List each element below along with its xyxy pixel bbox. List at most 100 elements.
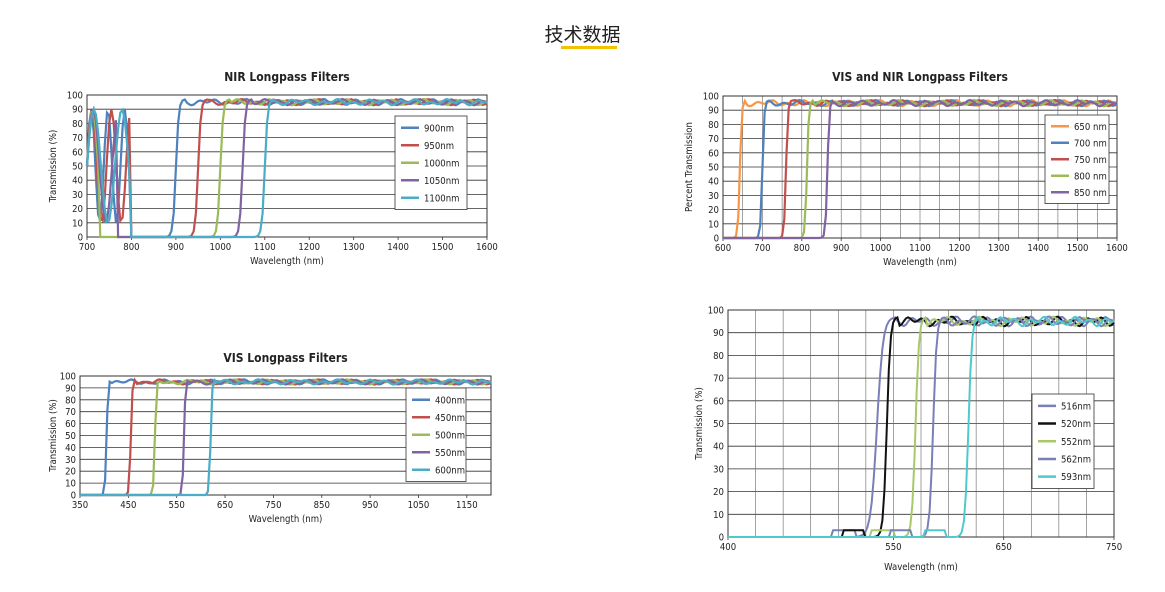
x-tick-label: 400 [720, 542, 736, 553]
series-line [80, 378, 492, 497]
chart-title: VIS and NIR Longpass Filters [832, 70, 1008, 84]
series-line [85, 97, 488, 239]
x-axis-label: Wavelength (nm) [883, 257, 957, 268]
y-tick-label: 100 [703, 92, 719, 103]
x-tick-label: 1600 [1106, 243, 1128, 254]
y-tick-label: 50 [708, 163, 719, 174]
legend-label: 750 nm [1074, 155, 1107, 166]
x-tick-label: 650 [217, 500, 233, 511]
legend-label: 500nm [435, 430, 465, 441]
x-tick-label: 1000 [870, 243, 892, 254]
y-tick-label: 70 [65, 407, 76, 418]
y-tick-label: 100 [708, 306, 724, 317]
x-tick-label: 1400 [1027, 243, 1049, 254]
y-tick-label: 70 [713, 374, 724, 385]
x-tick-label: 850 [314, 500, 330, 511]
x-axis-label: Wavelength (nm) [884, 562, 958, 573]
y-tick-label: 100 [60, 372, 76, 383]
legend-label: 850 nm [1074, 188, 1107, 199]
y-tick-label: 60 [65, 419, 76, 430]
x-tick-label: 550 [169, 500, 185, 511]
x-tick-label: 1000 [209, 242, 231, 253]
y-tick-label: 0 [71, 491, 76, 502]
series-line [728, 315, 1115, 538]
y-tick-label: 20 [65, 467, 76, 478]
x-tick-label: 1100 [254, 242, 276, 253]
x-tick-label: 750 [1106, 542, 1122, 553]
y-axis-label: Transmission (%) [694, 387, 705, 461]
x-tick-label: 750 [265, 500, 281, 511]
y-tick-label: 20 [713, 487, 724, 498]
x-tick-label: 1200 [949, 243, 971, 254]
legend-label: 400nm [435, 395, 465, 406]
y-tick-label: 60 [713, 396, 724, 407]
legend-label: 650 nm [1074, 122, 1107, 133]
x-tick-label: 1150 [456, 500, 478, 511]
legend-label: 450nm [435, 413, 465, 424]
y-tick-label: 10 [708, 219, 719, 230]
y-tick-label: 50 [713, 419, 724, 430]
x-tick-label: 1300 [343, 242, 365, 253]
y-tick-label: 20 [72, 204, 83, 215]
x-tick-label: 800 [794, 243, 810, 254]
y-tick-label: 80 [713, 351, 724, 362]
legend-label: 800 nm [1074, 171, 1107, 182]
legend-label: 1000nm [424, 158, 460, 169]
series-line [723, 98, 1118, 240]
legend-label: 550nm [435, 448, 465, 459]
x-tick-label: 1500 [1067, 243, 1089, 254]
chart-title: NIR Longpass Filters [224, 70, 349, 84]
chart-vis-nir-longpass: VIS and NIR Longpass Filters 0 10 20 30 40 50 6… [684, 70, 1128, 268]
y-axis-label: Percent Transmission [684, 122, 695, 212]
y-tick-label: 30 [713, 464, 724, 475]
y-tick-label: 80 [65, 395, 76, 406]
legend-label: 900nm [424, 123, 454, 134]
y-tick-label: 30 [72, 190, 83, 201]
chart-title: VIS Longpass Filters [223, 351, 347, 365]
legend-label: 552nm [1061, 437, 1091, 448]
chart-nir-longpass: NIR Longpass Filters 0 10 20 30 40 50 60 70 80 90 1… [48, 70, 498, 267]
x-tick-label: 1500 [432, 242, 454, 253]
y-tick-label: 30 [65, 455, 76, 466]
legend-label: 520nm [1061, 419, 1091, 430]
legend-label: 562nm [1061, 454, 1091, 465]
x-tick-label: 700 [79, 242, 95, 253]
y-tick-label: 40 [65, 443, 76, 454]
y-tick-label: 0 [78, 233, 83, 244]
y-tick-label: 0 [719, 533, 724, 544]
y-tick-label: 90 [713, 328, 724, 339]
legend-label: 950nm [424, 141, 454, 152]
x-tick-label: 700 [754, 243, 770, 254]
y-tick-label: 90 [65, 383, 76, 394]
y-tick-label: 90 [72, 105, 83, 116]
x-axis-label: Wavelength (nm) [250, 256, 324, 267]
x-tick-label: 450 [120, 500, 136, 511]
y-tick-label: 70 [72, 133, 83, 144]
y-tick-label: 40 [72, 176, 83, 187]
y-tick-label: 100 [67, 91, 83, 102]
legend-label: 700 nm [1074, 138, 1107, 149]
chart-narrow-longpass: 0 10 20 30 40 50 60 70 80 90 100 400 550 650 750 Wavele… [694, 306, 1122, 574]
x-tick-label: 1050 [408, 500, 430, 511]
y-tick-label: 80 [708, 120, 719, 131]
y-tick-label: 40 [708, 177, 719, 188]
x-tick-label: 350 [72, 500, 88, 511]
x-tick-label: 950 [362, 500, 378, 511]
x-tick-label: 1100 [909, 243, 931, 254]
y-tick-label: 10 [72, 218, 83, 229]
y-tick-label: 10 [713, 510, 724, 521]
y-axis-label: Transmission (%) [48, 399, 59, 473]
y-tick-label: 90 [708, 106, 719, 117]
title-underline [561, 46, 617, 49]
x-tick-label: 1200 [298, 242, 320, 253]
legend-label: 593nm [1061, 472, 1091, 483]
y-tick-label: 60 [708, 148, 719, 159]
page-title: 技术数据 [544, 24, 621, 46]
x-tick-label: 900 [168, 242, 184, 253]
y-tick-label: 50 [72, 162, 83, 173]
x-tick-label: 550 [885, 542, 901, 553]
x-tick-label: 800 [123, 242, 139, 253]
plot-frame [79, 375, 492, 496]
y-tick-label: 40 [713, 442, 724, 453]
chart-vis-longpass: VIS Longpass Filters01020304050607080901… [48, 351, 492, 525]
